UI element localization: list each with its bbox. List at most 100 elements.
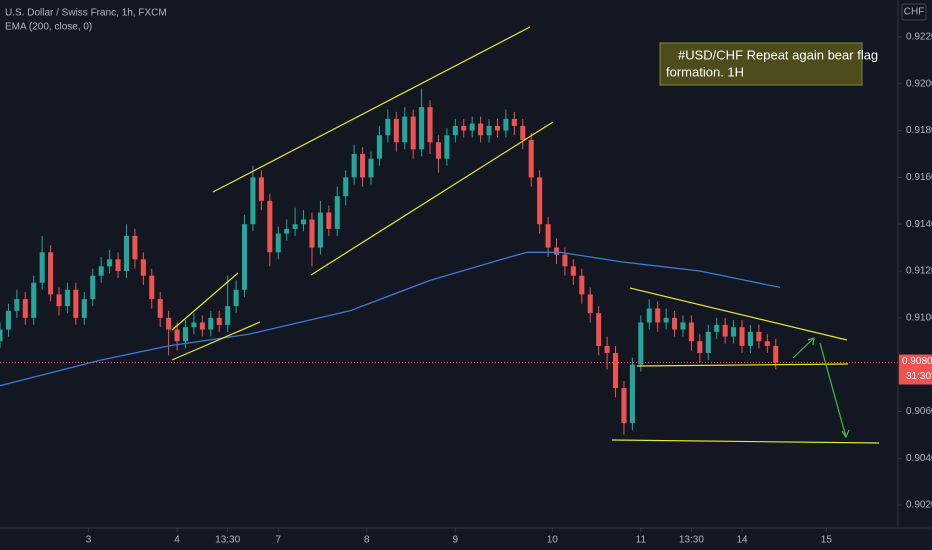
candle-body — [233, 289, 239, 307]
candle-body — [410, 116, 416, 150]
x-tick-label: 3 — [86, 535, 92, 546]
candle-body — [435, 142, 441, 159]
candle-body — [621, 388, 627, 424]
candle-body — [343, 177, 349, 197]
candle-body — [537, 177, 543, 225]
x-tick-label: 10 — [547, 535, 559, 546]
y-tick-label: 0.90400 — [906, 453, 932, 464]
candle-body — [267, 200, 273, 253]
candle-body — [680, 322, 686, 330]
plot — [0, 88, 781, 435]
trend-line — [171, 321, 261, 361]
candle-body — [275, 233, 281, 253]
x-tick-label: 8 — [364, 535, 370, 546]
candle-body — [511, 118, 517, 126]
candle-body — [39, 252, 45, 283]
y-tick-label: 0.91200 — [906, 266, 932, 277]
candle-body — [528, 139, 534, 178]
trend-line — [171, 272, 239, 331]
arrow-up — [792, 337, 815, 359]
candle-body — [115, 259, 121, 272]
candle-body — [562, 254, 568, 267]
candle-body — [672, 317, 678, 330]
x-tick-label: 13:30 — [679, 535, 704, 546]
candle-body — [258, 177, 264, 201]
y-tick-label: 0.90600 — [906, 406, 932, 417]
trend-line — [636, 363, 849, 367]
candle-body — [503, 118, 509, 131]
y-tick-label: 0.91800 — [906, 125, 932, 136]
candle-body — [494, 125, 501, 131]
candle-body — [419, 107, 425, 150]
candle-body — [705, 331, 711, 353]
candle-body — [604, 345, 610, 353]
chart-title: U.S. Dollar / Swiss Franc, 1h, FXCM — [5, 8, 167, 19]
candle-body — [351, 154, 357, 178]
candle-body — [208, 317, 214, 330]
candle-body — [182, 327, 189, 342]
candle-body — [241, 224, 248, 290]
currency-button[interactable] — [901, 3, 927, 21]
candle-body — [123, 235, 130, 272]
trend-lines — [171, 26, 880, 444]
candle-body — [478, 123, 484, 136]
candle-body — [107, 259, 113, 267]
x-tick-label: 15 — [821, 535, 833, 546]
candle-body — [722, 324, 728, 337]
candle-body — [376, 135, 382, 159]
trend-line — [629, 287, 848, 341]
indicator-label: EMA (200, close, 0) — [5, 22, 92, 33]
candle-body — [81, 299, 87, 318]
candle-body — [655, 308, 661, 323]
candle-body — [579, 275, 585, 295]
countdown-label: 31:30 — [906, 371, 931, 382]
ema-line — [0, 251, 781, 387]
candle-body — [14, 299, 20, 311]
trend-line — [212, 26, 531, 193]
candle-body — [284, 228, 290, 234]
candle-body — [545, 224, 551, 248]
x-tick-label: 14 — [736, 535, 748, 546]
candle-body — [191, 322, 197, 328]
arrow-down — [819, 342, 847, 438]
y-tick-label: 0.91000 — [906, 312, 932, 323]
last-price-label: 0.90809 — [902, 356, 932, 367]
arrows — [792, 337, 850, 439]
candle-body — [452, 125, 458, 136]
candle-body — [520, 125, 526, 140]
candle-body — [697, 341, 703, 353]
candle-body — [393, 118, 399, 143]
candle-body — [140, 259, 146, 276]
x-tick-label: 9 — [453, 535, 459, 546]
candle-body — [764, 341, 770, 346]
candle-body — [64, 289, 70, 307]
candle-body — [199, 322, 205, 330]
candle-body — [638, 322, 644, 365]
candle-body — [5, 310, 11, 330]
y-tick-label: 0.92200 — [906, 32, 932, 43]
x-tick-label: 11 — [636, 535, 647, 546]
annotation-box — [659, 42, 863, 86]
arrow-head — [841, 429, 850, 439]
y-tick-label: 0.91400 — [906, 219, 932, 230]
candle-body — [90, 275, 96, 300]
candle-body — [714, 324, 720, 332]
trend-line — [611, 439, 880, 444]
x-tick-label: 13:30 — [215, 535, 240, 546]
candle-body — [132, 235, 138, 260]
candle-body — [756, 331, 762, 342]
candle-body — [747, 331, 753, 346]
trend-line — [310, 121, 554, 276]
last-price-tag — [899, 354, 932, 385]
candle-body — [48, 252, 54, 295]
candle-body — [587, 294, 593, 314]
candle-body — [301, 219, 307, 225]
candle-body — [613, 352, 619, 389]
candle-body — [646, 308, 652, 323]
y-tick-label: 0.92000 — [906, 78, 932, 89]
candle-body — [309, 219, 315, 248]
candle-body — [73, 289, 79, 318]
candle-body — [0, 329, 3, 342]
candle-body — [326, 212, 332, 229]
